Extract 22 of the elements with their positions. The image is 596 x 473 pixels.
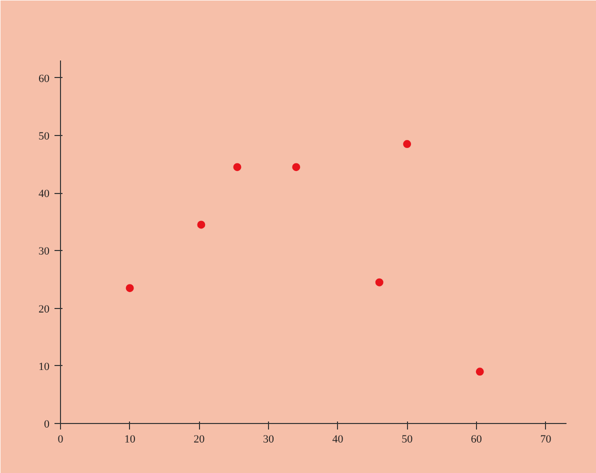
point	[292, 163, 300, 172]
x-tick-label: 70	[540, 434, 552, 446]
point	[476, 368, 484, 376]
x-tick-label: 60	[470, 434, 482, 446]
x-tick-label: 0	[58, 434, 64, 446]
y-tick-label: 0	[44, 418, 50, 430]
x-tick-label: 10	[124, 434, 136, 446]
x-tick-label: 20	[194, 434, 206, 446]
point	[375, 278, 384, 286]
y-tick-label: 60	[38, 72, 50, 85]
y-tick-label: 20	[38, 303, 50, 316]
y-tick-label: 40	[38, 188, 50, 200]
y-tick-label: 10	[38, 360, 50, 373]
x-tick-label: 30	[262, 434, 274, 446]
point	[197, 220, 206, 229]
x-tick-label: 50	[402, 434, 414, 446]
point	[233, 163, 242, 172]
y-tick-label: 30	[38, 246, 50, 258]
point	[403, 140, 412, 148]
x-tick-label: 40	[332, 434, 344, 446]
point	[126, 284, 134, 292]
y-tick-label: 50	[38, 130, 50, 142]
